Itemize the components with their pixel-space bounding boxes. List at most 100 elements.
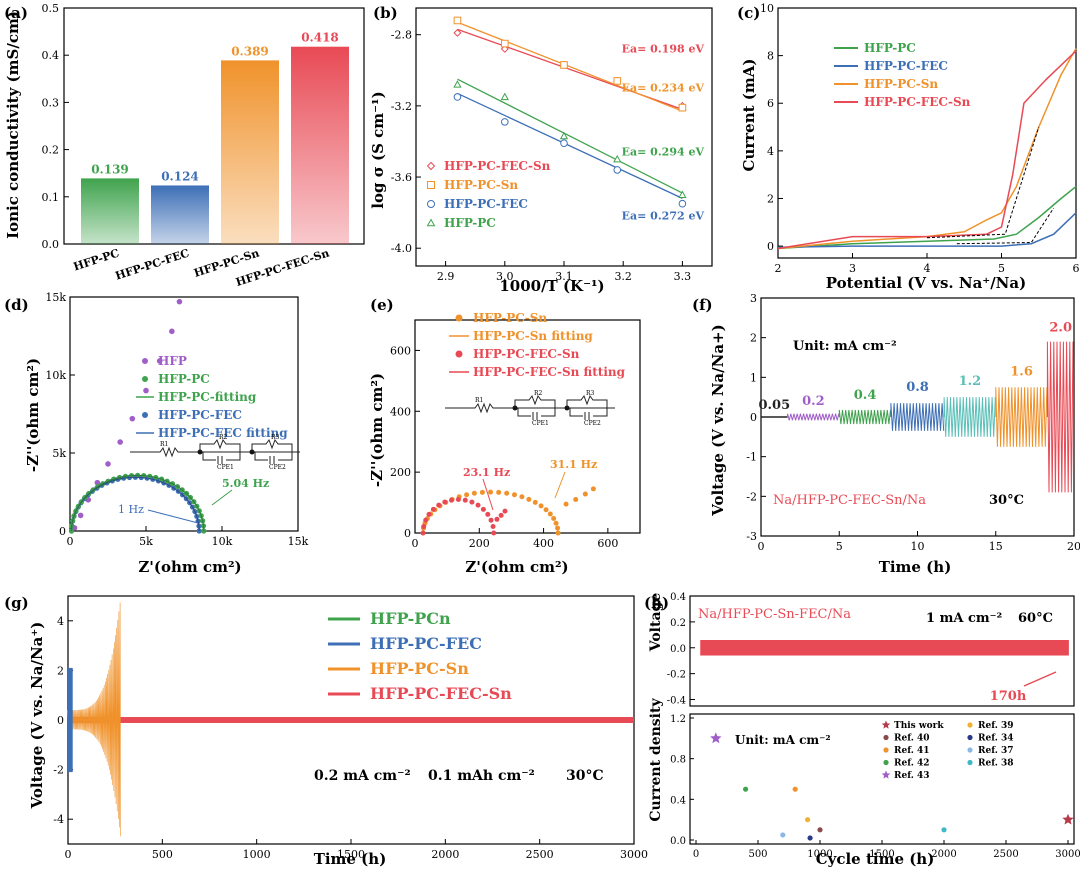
f-rate-label: 1.2: [959, 374, 982, 389]
b-xtick-label: 3.3: [674, 270, 692, 283]
e-fecsn-point: [469, 499, 475, 505]
h-xtick-label: 1000: [807, 849, 832, 860]
e-sn-point: [547, 511, 553, 517]
e-fecsn-point: [420, 530, 426, 536]
f-xtick-label: 10: [911, 540, 925, 553]
f-ytick-label: 1: [750, 371, 757, 384]
b-legend-marker: [426, 161, 436, 171]
e-fecsn-point: [494, 516, 500, 522]
d-annotation-freq: 1 Hz: [118, 503, 144, 516]
e-axes-frame: [414, 319, 641, 534]
circuit-element: [514, 394, 556, 420]
c-xtick-label: 4: [924, 262, 931, 275]
e-sn-point: [526, 496, 532, 502]
circuit-element: [199, 438, 241, 464]
b-point: [453, 80, 462, 88]
c-xtick-label: 2: [775, 262, 782, 275]
d-legend-label: HFP-PC-FEC fitting: [158, 426, 288, 440]
h-data-point: [792, 786, 798, 792]
e-fecsn-point: [491, 530, 497, 536]
panel-label-f: (f): [692, 296, 713, 314]
c-ytick-label: 2: [767, 192, 774, 205]
b-ytick-label: -2.8: [391, 29, 412, 42]
c-ytick-label: 4: [767, 145, 774, 158]
g-xlabel: Time (h): [314, 850, 387, 868]
h-legend-label: This work: [894, 721, 944, 731]
e-legend-label: HFP-PC-Sn: [473, 311, 547, 325]
e-fecsn-point: [462, 497, 468, 503]
f-xtick-label: 20: [1067, 540, 1080, 553]
f-ytick-label: -3: [746, 530, 757, 543]
c-legend-label: HFP-PC: [864, 41, 916, 55]
e-annotation-arrow: [482, 478, 494, 511]
a-ytick-label: 0.5: [42, 2, 60, 15]
d-legend-marker: [142, 376, 148, 382]
panel-e: (e) 00 200 200 400 400 600 600 HFP-PC-Sn HFP-PC-…: [368, 296, 641, 576]
circuit-label-r1: R1: [160, 441, 168, 448]
f-xtick-label: 0: [758, 540, 765, 553]
e-xtick-label: 600: [597, 537, 618, 550]
g-ytick-label: 2: [57, 664, 64, 677]
panel-h: (h) 0.4 0.2 0.0 -0.2 -0.4 Na/HFP-PC-Sn-FEC/Na…: [644, 592, 1080, 868]
e-sn-point: [532, 499, 538, 505]
a-ytick-label: 0.4: [42, 49, 60, 62]
a-ytick-label: 0.1: [42, 191, 60, 204]
h-legend-label: Ref. 40: [894, 734, 930, 744]
d-hfp-point: [94, 479, 101, 486]
h-legend-label: Ref. 39: [978, 721, 1014, 731]
f-ytick-label: 2: [750, 332, 757, 345]
e-fecsn-point: [436, 502, 442, 508]
h-legend-marker: [883, 759, 889, 766]
a-category-label: HFP-PC-FEC: [114, 246, 191, 282]
e-fecsn-point: [448, 497, 454, 503]
g-ylabel: Voltage (V vs. Na/Na⁺): [28, 622, 46, 810]
c-xlabel: Potential (V vs. Na⁺/Na): [826, 274, 1026, 292]
d-hfp-point: [156, 358, 163, 364]
b-legend-marker: [427, 181, 435, 189]
f-xlabel: Time (h): [879, 558, 952, 576]
d-circuit: R1 R2 CPE1 R3 CPE2: [130, 434, 300, 471]
b-fit-line: [457, 21, 683, 112]
d-axes-frame: [69, 296, 299, 532]
a-value-label: 0.389: [231, 44, 269, 58]
e-legend-label: HFP-PC-FEC-Sn: [473, 347, 580, 361]
e-fecsn-point: [430, 506, 436, 512]
c-legend-label: HFP-PC-FEC: [864, 59, 948, 73]
g-xtick-label: 2000: [431, 848, 459, 861]
f-segment: [787, 413, 840, 421]
panel-f: (f) 0 5 10 15 20 -3 -2 -1 0 1 2 3 0.05 0.2 0.4 0.8 1.2 1.…: [692, 292, 1080, 576]
a-bar: [291, 46, 349, 245]
g-legend-label: HFP-PC-Sn: [370, 659, 469, 678]
d-hfp-point: [105, 461, 111, 467]
b-legend-marker: [426, 218, 436, 227]
e-annotation-freq: 23.1 Hz: [463, 466, 510, 479]
g-xtick-label: 2500: [526, 848, 554, 861]
f-ytick-label: -2: [746, 490, 757, 503]
d-hfp-point: [77, 512, 84, 519]
h-ytick-label: 0.8: [670, 755, 686, 766]
h-xtick-label: 2000: [931, 849, 956, 860]
h-legend-label: Ref. 37: [978, 746, 1014, 756]
h-ylabel-bottom: Current density: [648, 698, 664, 822]
h-xtick-label: 3000: [1055, 849, 1080, 860]
d-pc-fit: [71, 474, 205, 532]
b-point: [678, 199, 687, 208]
e-ylabel: -Z''(ohm cm²): [368, 373, 386, 487]
h-legend-marker: [881, 770, 891, 779]
f-unit-label: Unit: mA cm⁻²: [793, 339, 897, 354]
d-annotation-freq: 5.04 Hz: [222, 477, 269, 490]
a-bar: [151, 185, 209, 244]
h-arrow: [1023, 671, 1057, 687]
g-legend-label: HFP-PC-FEC-Sn: [370, 684, 512, 703]
h-xtick-label: 2500: [993, 849, 1018, 860]
f-xtick-label: 5: [836, 540, 843, 553]
e-sn-point: [471, 490, 477, 496]
h-unit-label: Unit: mA cm⁻²: [735, 733, 831, 747]
e-sn-point: [551, 515, 557, 521]
c-axes-frame: [777, 7, 1077, 259]
a-value-label: 0.418: [301, 31, 339, 45]
g-xtick-label: 1000: [243, 848, 271, 861]
e-ytick-label: 400: [390, 405, 411, 418]
e-sn-point: [488, 489, 494, 495]
e-ytick-label: 0: [404, 527, 411, 540]
